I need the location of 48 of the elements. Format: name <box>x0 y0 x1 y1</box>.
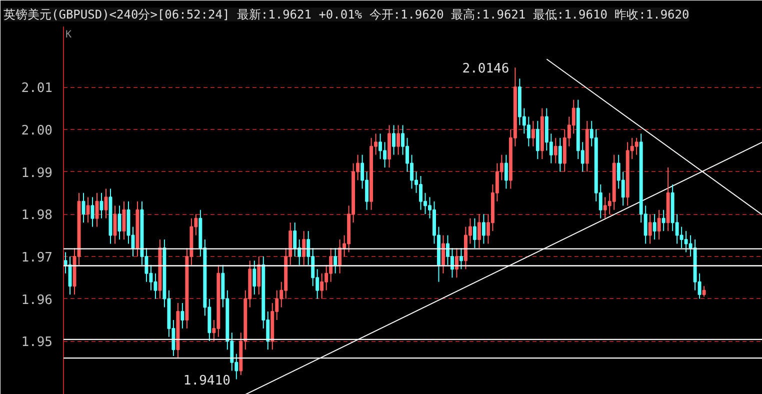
candlestick <box>104 188 108 219</box>
candlestick <box>454 247 458 278</box>
candlestick <box>122 200 126 240</box>
candlestick <box>90 196 94 228</box>
candlestick <box>293 222 297 257</box>
candlestick <box>396 124 400 156</box>
candlestick <box>378 133 382 160</box>
candlestick <box>334 247 338 274</box>
candlestick <box>554 137 558 164</box>
candlestick <box>118 205 122 240</box>
candlestick <box>702 286 706 298</box>
candlestick <box>531 120 535 147</box>
candlestick <box>482 214 486 244</box>
candlestick <box>477 214 481 248</box>
candlestick <box>648 214 652 244</box>
candlestick <box>302 230 306 266</box>
candlestick <box>634 137 638 156</box>
annotation: 1.9410 <box>183 373 230 388</box>
y-tick-label: 1.99 <box>21 166 53 181</box>
candlestick <box>320 272 324 300</box>
candlestick <box>558 137 562 172</box>
y-tick-label: 1.98 <box>21 208 53 224</box>
candlestick <box>450 247 454 278</box>
candlestick <box>252 260 256 296</box>
candlestick <box>472 218 476 248</box>
candlestick <box>504 154 508 190</box>
chart-title: 英镑美元(GBPUSD)<240分>[06:52:24] 最新:1.9621 +0.01% 今开:1.9620 最高:1.9621 最低:1.9610 昨收:1.9620 <box>4 8 690 22</box>
candlestick <box>442 234 445 274</box>
annotation: K <box>66 30 72 40</box>
candlestick <box>113 205 117 244</box>
candlestick <box>180 302 184 329</box>
candlestick <box>657 209 661 240</box>
candlestick <box>392 124 396 156</box>
candlestick <box>526 116 530 147</box>
candlestick <box>257 256 261 296</box>
y-tick-label: 1.95 <box>21 335 53 350</box>
candlestick <box>338 239 342 274</box>
candlestick <box>459 247 463 270</box>
y-tick-label: 1.96 <box>21 292 53 308</box>
annotation: 2.0146 <box>462 62 510 77</box>
candlestick <box>68 256 72 296</box>
y-tick-label: 2.01 <box>21 81 53 96</box>
y-tick-label: 2.00 <box>21 123 53 138</box>
candlestick <box>652 214 656 240</box>
y-tick-label: 1.97 <box>21 250 53 266</box>
candlestick <box>572 99 576 134</box>
candlestick <box>536 120 540 160</box>
candlestick <box>662 209 666 232</box>
